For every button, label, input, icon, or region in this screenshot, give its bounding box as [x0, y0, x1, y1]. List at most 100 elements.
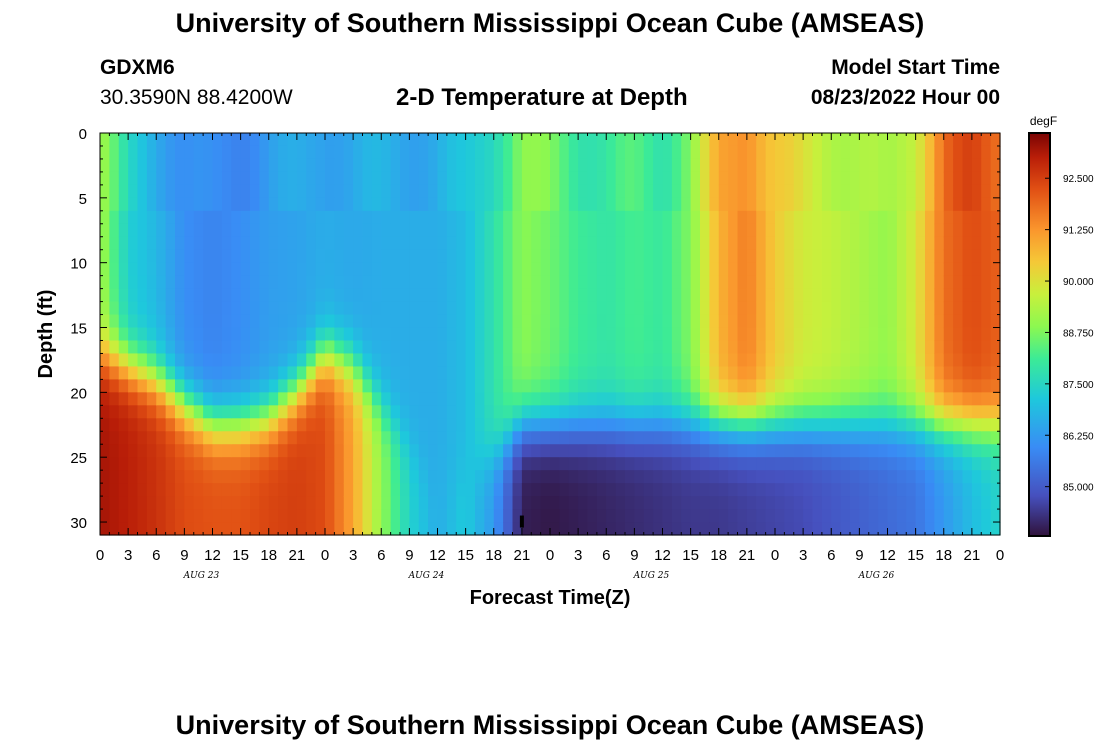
heatmap-cell — [109, 314, 120, 329]
heatmap-cell — [165, 314, 176, 329]
heatmap-cell — [606, 210, 617, 225]
heatmap-cell — [859, 262, 870, 277]
heatmap-cell — [437, 158, 448, 173]
heatmap-cell — [484, 171, 495, 186]
heatmap-cell — [203, 158, 214, 173]
heatmap-cell — [840, 327, 851, 342]
heatmap-cell — [690, 470, 701, 484]
heatmap-cell — [475, 353, 485, 368]
heatmap-cell — [475, 288, 485, 303]
heatmap-cell — [953, 366, 964, 380]
heatmap-cell — [268, 457, 279, 471]
heatmap-cell — [671, 470, 682, 484]
heatmap-cell — [878, 340, 889, 355]
heatmap-cell — [831, 431, 842, 445]
heatmap-cell — [878, 145, 889, 160]
heatmap-cell — [643, 275, 654, 290]
heatmap-cell — [568, 392, 579, 406]
heatmap-cell — [325, 457, 335, 471]
heatmap-cell — [784, 236, 795, 251]
heatmap-cell — [306, 340, 317, 355]
heatmap-cell — [990, 133, 1001, 147]
heatmap-cell — [362, 522, 373, 536]
heatmap-cell — [568, 457, 579, 471]
heatmap-cell — [428, 145, 439, 160]
heatmap-cell — [803, 444, 814, 458]
heatmap-cell — [606, 314, 617, 329]
heatmap-cell — [193, 223, 204, 238]
heatmap-cell — [737, 509, 748, 523]
heatmap-cell — [728, 418, 739, 432]
heatmap-cell — [568, 496, 579, 510]
heatmap-cell — [625, 158, 635, 173]
heatmap-cell — [775, 171, 785, 186]
heatmap-cell — [925, 314, 935, 329]
heatmap-cell — [287, 405, 298, 419]
heatmap-cell — [690, 418, 701, 432]
heatmap-cell — [371, 431, 382, 445]
heatmap-cell — [550, 353, 560, 368]
heatmap-cell — [531, 223, 542, 238]
heatmap-cell — [418, 184, 429, 199]
heatmap-cell — [456, 444, 467, 458]
heatmap-cell — [962, 275, 973, 290]
heatmap-cell — [334, 145, 345, 160]
heatmap-cell — [259, 392, 270, 406]
heatmap-cell — [653, 197, 664, 212]
heatmap-cell — [943, 483, 954, 497]
heatmap-cell — [831, 418, 842, 432]
heatmap-cell — [943, 158, 954, 173]
heatmap-cell — [971, 210, 982, 225]
heatmap-cell — [681, 353, 692, 368]
heatmap-cell — [184, 379, 195, 393]
heatmap-cell — [456, 210, 467, 225]
heatmap-cell — [803, 509, 814, 523]
heatmap-cell — [746, 392, 757, 406]
heatmap-cell — [278, 158, 289, 173]
heatmap-cell — [803, 483, 814, 497]
heatmap-cell — [296, 366, 307, 380]
heatmap-cell — [550, 171, 560, 186]
heatmap-cell — [700, 418, 710, 432]
heatmap-cell — [203, 223, 214, 238]
heatmap-cell — [962, 470, 973, 484]
heatmap-cell — [690, 158, 701, 173]
heatmap-cell — [315, 236, 326, 251]
heatmap-cell — [418, 509, 429, 523]
heatmap-cell — [878, 171, 889, 186]
heatmap-cell — [850, 133, 860, 147]
heatmap-cell — [906, 210, 917, 225]
heatmap-cell — [512, 223, 523, 238]
heatmap-cell — [137, 223, 148, 238]
heatmap-cell — [165, 496, 176, 510]
heatmap-cell — [840, 483, 851, 497]
heatmap-cell — [850, 145, 860, 160]
heatmap-cell — [306, 275, 317, 290]
heatmap-cell — [278, 262, 289, 277]
heatmap-cell — [728, 509, 739, 523]
heatmap-cell — [756, 197, 767, 212]
heatmap-cell — [625, 353, 635, 368]
heatmap-cell — [943, 133, 954, 147]
heatmap-cell — [878, 431, 889, 445]
heatmap-cell — [325, 444, 335, 458]
heatmap-cell — [971, 184, 982, 199]
heatmap-cell — [934, 158, 945, 173]
heatmap-cell — [793, 171, 804, 186]
heatmap-cell — [615, 457, 626, 471]
heatmap-cell — [334, 340, 345, 355]
heatmap-cell — [118, 275, 129, 290]
heatmap-cell — [156, 301, 167, 316]
heatmap-cell — [878, 483, 889, 497]
heatmap-cell — [990, 457, 1001, 471]
heatmap-cell — [212, 496, 223, 510]
heatmap-cell — [278, 171, 289, 186]
heatmap-cell — [240, 457, 251, 471]
heatmap-cell — [418, 236, 429, 251]
heatmap-cell — [193, 418, 204, 432]
heatmap-cell — [990, 314, 1001, 329]
heatmap-cell — [625, 431, 635, 445]
heatmap-cell — [653, 405, 664, 419]
heatmap-cell — [109, 379, 120, 393]
heatmap-cell — [212, 405, 223, 419]
